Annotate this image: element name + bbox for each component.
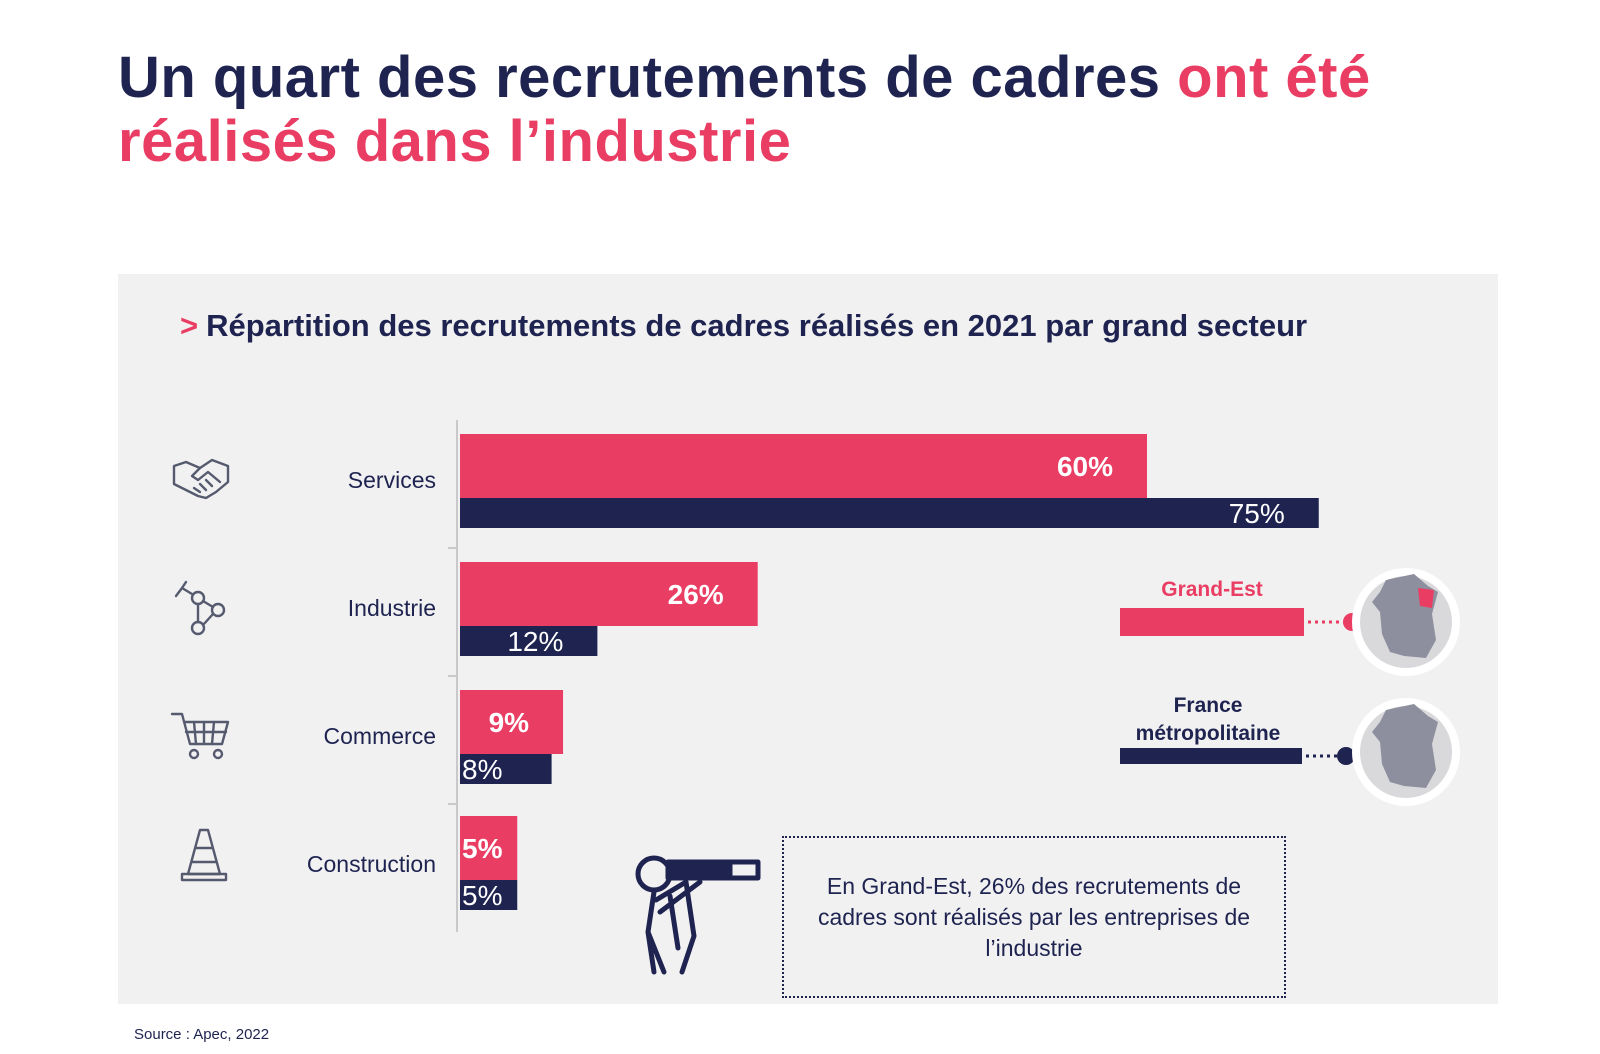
robot-arm-icon [174,580,226,636]
category-label-construction: Construction [307,851,436,877]
binoculars-person-icon [635,855,761,975]
bar-label-industrie-grand-est: 26% [668,579,724,610]
bar-label-construction-france: 5% [462,880,502,911]
bar-construction-grand-est [460,816,518,880]
source-caption: Source : Apec, 2022 [134,1026,270,1043]
category-separators [448,547,457,805]
insight-note: En Grand-Est, 26% des recrutements de ca… [782,836,1286,998]
traffic-cone-icon [180,828,228,882]
bar-label-commerce-grand-est: 9% [489,707,530,738]
bar-services-france [460,498,1319,528]
chart-title-text: Répartition des recrutements de cadres r… [206,308,1308,343]
bar-label-commerce-france: 8% [462,754,502,785]
bar-services-grand-est [460,434,1147,498]
category-label-services: Services [348,467,436,493]
chart-panel: > Répartition des recrutements de cadres … [118,274,1498,1004]
bar-label-construction-grand-est: 5% [462,833,503,864]
bar-construction-france [460,880,518,910]
legend-label-grand-est: Grand-Est [1161,578,1263,601]
chevron-right-icon: > [180,308,199,343]
chart-title: > Répartition des recrutements de cadres … [180,308,1307,344]
legend-swatch-grand-est [1120,608,1304,636]
legend-dot-france [1337,747,1355,765]
page-title: Un quart des recrutements de cadres ont … [118,46,1498,174]
legend-swatch-france [1120,748,1302,764]
bar-industrie-france [460,626,598,656]
grand-est-highlight-icon [1418,588,1434,608]
bar-commerce-grand-est [460,690,564,754]
france-map-icon-2 [1372,704,1438,788]
bar-chart: Services Industrie Commerce Construction… [170,420,1460,975]
bar-label-services-grand-est: 60% [1057,451,1113,482]
legend-label-metropolitaine: métropolitaine [1136,722,1281,745]
bars: 60% 75% 26% 12% 9% 8% 5% 5% [460,434,1319,911]
legend-label-france: France [1174,694,1243,717]
category-label-commerce: Commerce [324,723,436,749]
bar-commerce-france [460,754,552,784]
title-part-2: ont été réalisés dans l’industrie [118,45,1371,174]
bar-industrie-grand-est [460,562,758,626]
bar-label-industrie-france: 12% [507,626,563,657]
shopping-cart-icon [170,712,230,760]
title-part-1: Un quart des recrutements de cadres [118,45,1178,110]
category-label-industrie: Industrie [348,595,436,621]
bar-label-services-france: 75% [1229,498,1285,529]
handshake-icon [172,458,230,500]
insight-note-text: En Grand-Est, 26% des recrutements de ca… [817,872,1251,961]
